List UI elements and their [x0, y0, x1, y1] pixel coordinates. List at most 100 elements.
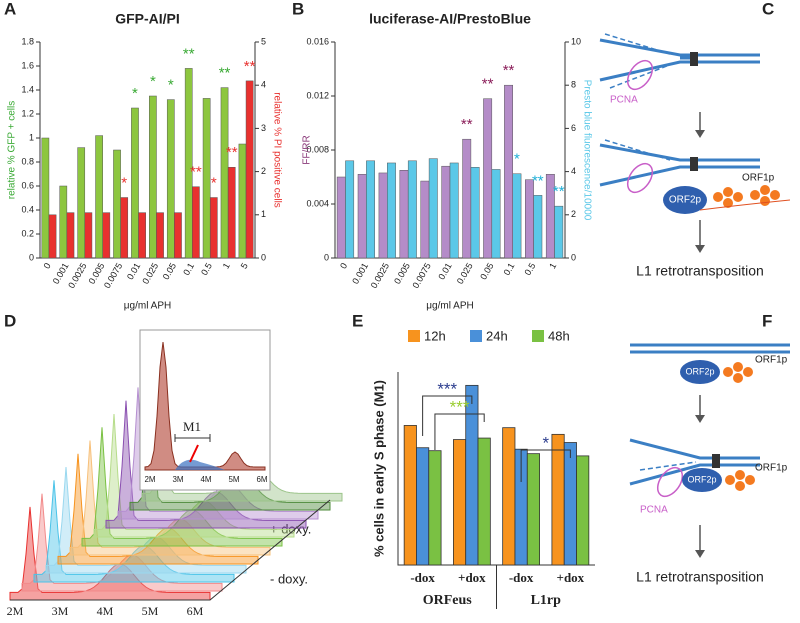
x-tick-label: 4M — [97, 604, 114, 618]
significance: ** — [461, 116, 473, 133]
bar — [95, 135, 103, 259]
inset-tick-label: 2M — [144, 475, 155, 484]
bar — [551, 433, 565, 566]
significance: * — [121, 174, 127, 191]
nascent — [604, 33, 671, 55]
bracket — [520, 449, 571, 482]
bar — [453, 439, 467, 566]
y-tick-label: 0 — [29, 252, 34, 262]
legend-label: 12h — [424, 328, 446, 343]
outcome: L1 retrotransposition — [636, 263, 764, 279]
bar — [77, 147, 86, 259]
bar — [491, 169, 501, 259]
significance: * — [150, 73, 156, 90]
x-tick-label: 3M — [52, 604, 69, 618]
bar — [462, 138, 472, 259]
bar — [554, 205, 564, 259]
x-tick-label: 0.0025 — [369, 261, 391, 290]
bar — [345, 160, 355, 259]
significance: ** — [503, 62, 515, 79]
pcna-ring — [626, 162, 654, 194]
bar — [387, 162, 396, 259]
orf1-cluster — [723, 362, 753, 383]
x-tick-label: -dox — [509, 570, 534, 585]
panel-label: E — [352, 311, 363, 330]
bar — [166, 99, 175, 259]
significance: *** — [437, 379, 457, 398]
x-tick-label: +dox — [557, 570, 585, 585]
x-tick-label: 0.05 — [478, 261, 495, 281]
panel-label: B — [292, 0, 304, 18]
orf2-label: ORF2p — [669, 195, 702, 206]
bar — [526, 453, 540, 566]
bar — [504, 84, 513, 259]
arrowhead — [695, 130, 705, 138]
x-tick-label: 1 — [547, 261, 558, 270]
x-tick-label: 0.5 — [199, 261, 214, 277]
y2-tick-label: 4 — [261, 80, 266, 90]
duplex — [630, 343, 790, 354]
x-tick-label: 0.025 — [140, 261, 160, 286]
x-axis-label: μg/ml APH — [426, 301, 473, 312]
x-tick-label: 0 — [42, 261, 53, 270]
inset-histogram — [175, 459, 225, 470]
x-tick-label: 0.1 — [181, 261, 196, 277]
significance: ** — [532, 172, 544, 189]
diagram-c: PCNA ORF2p ORF1p L1 retrotransposition — [599, 33, 791, 279]
significance: ** — [226, 144, 238, 161]
significance: *** — [450, 397, 470, 416]
y2-tick-label: 0 — [571, 252, 576, 262]
rna — [699, 199, 791, 211]
panel-label: A — [4, 0, 16, 18]
orf1-label: ORF1p — [742, 173, 775, 184]
histogram — [57, 453, 259, 565]
x-tick-label: 0.0025 — [66, 261, 88, 290]
bar — [102, 212, 111, 259]
x-tick-label: 0.01 — [125, 261, 142, 281]
red-arrow — [189, 444, 199, 463]
x-tick-label: 1 — [221, 261, 232, 270]
legend-swatch — [408, 330, 420, 342]
y-tick-label: 0.008 — [306, 144, 329, 154]
histogram — [69, 440, 271, 556]
orf2-label: ORF2p — [687, 474, 716, 484]
y-axis-label: FF/RR — [302, 135, 313, 164]
nascent — [639, 461, 697, 471]
significance: ** — [219, 65, 231, 82]
bar — [366, 160, 375, 259]
bar — [416, 447, 430, 566]
bar — [59, 185, 68, 259]
chart-title: GFP-AI/PI — [115, 11, 180, 27]
arrowhead — [695, 245, 705, 253]
bar — [131, 107, 139, 259]
y2-tick-label: 10 — [571, 36, 581, 46]
inset-tick-label: 4M — [200, 475, 211, 484]
pcna-ring — [656, 466, 684, 498]
inset-tick-label: 5M — [228, 475, 239, 484]
y2-tick-label: 0 — [261, 252, 266, 262]
y2-tick-label: 2 — [571, 209, 576, 219]
x-tick-label: 0.0075 — [102, 261, 124, 290]
y2-tick-label: 5 — [261, 36, 266, 46]
bar — [227, 167, 236, 259]
bar — [174, 212, 182, 259]
y-tick-label: 0.6 — [21, 180, 34, 190]
significance: * — [168, 77, 174, 94]
orf2-blob — [680, 360, 720, 384]
x-tick-label: +dox — [458, 570, 486, 585]
x-tick-label: 0.001 — [350, 261, 370, 286]
gate-label: M1 — [183, 419, 201, 434]
bar — [120, 197, 129, 259]
significance: * — [132, 85, 138, 102]
bar — [184, 68, 193, 259]
x-tick-label: 2M — [7, 604, 24, 618]
fork — [629, 438, 760, 486]
x-tick-label: 6M — [187, 604, 204, 618]
bar — [576, 455, 590, 566]
bar — [41, 137, 50, 259]
block — [690, 157, 698, 171]
bar — [220, 87, 229, 259]
axis — [10, 499, 331, 601]
x-tick-label: 0.0075 — [410, 261, 432, 290]
bar — [477, 437, 491, 566]
